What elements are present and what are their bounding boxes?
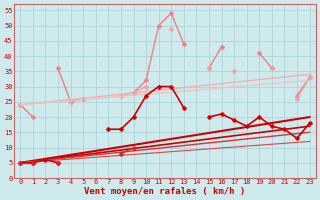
X-axis label: Vent moyen/en rafales ( km/h ): Vent moyen/en rafales ( km/h )	[84, 187, 245, 196]
